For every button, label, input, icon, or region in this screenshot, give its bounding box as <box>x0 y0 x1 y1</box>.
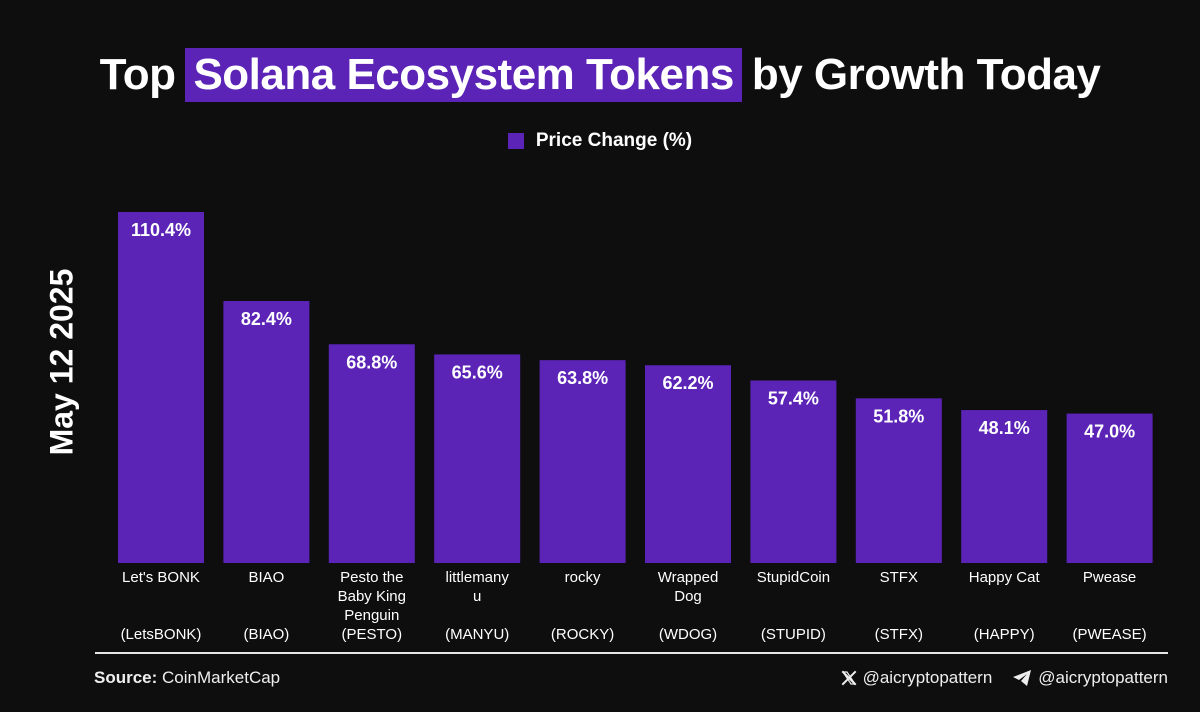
bar <box>223 301 310 563</box>
bar-value-label: 110.4% <box>131 220 191 240</box>
social-handles: @aicryptopattern @aicryptopattern <box>841 668 1168 688</box>
x-ticker-label: (HAPPY) <box>974 626 1035 643</box>
bar <box>1066 413 1153 563</box>
x-tick-label: u <box>473 588 481 605</box>
bar-value-label: 63.8% <box>557 368 608 388</box>
legend: Price Change (%) <box>0 126 1200 156</box>
x-ticker-label: (STUPID) <box>761 626 826 643</box>
footer-divider <box>95 652 1168 654</box>
x-ticker-label: (PWEASE) <box>1073 626 1147 643</box>
bar <box>855 398 942 563</box>
legend-label: Price Change (%) <box>535 130 693 151</box>
source-label: Source: <box>94 668 158 687</box>
bar-value-label: 62.2% <box>662 373 713 393</box>
bar-value-label: 82.4% <box>241 309 292 329</box>
bar-value-label: 57.4% <box>768 389 819 409</box>
bar-value-label: 48.1% <box>979 418 1030 438</box>
x-ticker-label: (STFX) <box>875 626 923 643</box>
chart-title: Top Solana Ecosystem Tokens by Growth To… <box>0 40 1200 110</box>
x-ticker-label: (LetsBONK) <box>121 626 202 643</box>
bar <box>118 212 204 563</box>
bar <box>750 380 837 563</box>
source-note: Source: CoinMarketCap <box>94 668 280 688</box>
x-tick-label: Baby King <box>338 588 406 605</box>
bar <box>539 360 626 563</box>
title-highlight: Solana Ecosystem Tokens <box>185 48 742 102</box>
bar-value-label: 47.0% <box>1084 422 1135 442</box>
x-tick-label: Pesto the <box>340 569 403 586</box>
bar <box>328 344 415 563</box>
x-tick-label: StupidCoin <box>757 569 830 586</box>
bar-value-label: 51.8% <box>873 406 924 426</box>
x-ticker-label: (ROCKY) <box>551 626 614 643</box>
x-tick-label: Pwease <box>1083 569 1136 586</box>
x-ticker-label: (BIAO) <box>243 626 289 643</box>
bar-value-label: 65.6% <box>452 362 503 382</box>
x-tick-label: Wrapped <box>658 569 719 586</box>
x-tick-label: BIAO <box>248 569 284 586</box>
x-tick-label: Let's BONK <box>122 569 200 586</box>
x-ticker-label: (WDOG) <box>659 626 717 643</box>
bar <box>434 354 521 563</box>
x-tick-label: Dog <box>674 588 702 605</box>
source-value: CoinMarketCap <box>162 668 281 687</box>
legend-swatch <box>507 133 524 149</box>
x-tick-label: STFX <box>880 569 918 586</box>
telegram-icon <box>1012 669 1032 687</box>
bar <box>961 410 1048 563</box>
bar-value-label: 68.8% <box>346 352 397 372</box>
x-handle-link[interactable]: @aicryptopattern <box>841 668 993 688</box>
bar <box>645 365 731 563</box>
x-tick-label: littlemany <box>446 569 510 586</box>
telegram-handle: @aicryptopattern <box>1038 668 1168 687</box>
x-tick-label: Happy Cat <box>969 569 1041 586</box>
title-prefix: Top <box>99 50 176 99</box>
title-suffix: by Growth Today <box>751 50 1101 99</box>
x-ticker-label: (MANYU) <box>445 626 509 643</box>
x-handle: @aicryptopattern <box>862 668 993 687</box>
x-ticker-label: (PESTO) <box>342 626 403 643</box>
telegram-handle-link[interactable]: @aicryptopattern <box>1012 668 1168 688</box>
x-tick-label: rocky <box>565 569 601 586</box>
x-logo-icon <box>841 670 857 686</box>
x-tick-label: Penguin <box>344 607 399 624</box>
